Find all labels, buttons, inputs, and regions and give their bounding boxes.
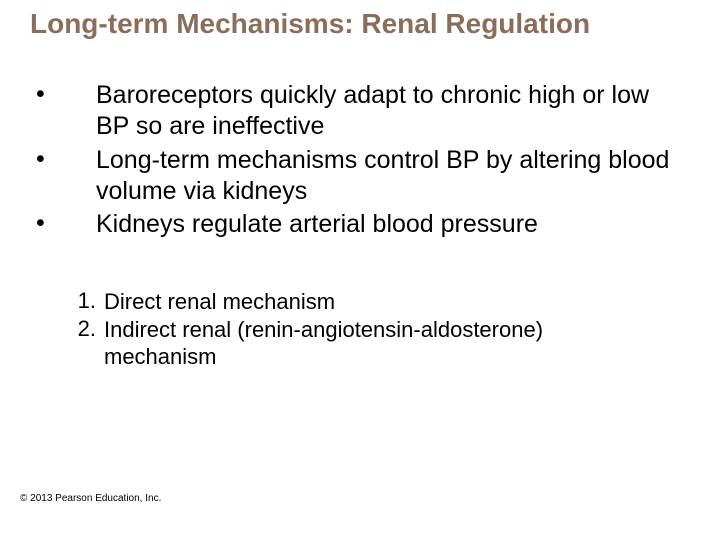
- bullet-list: • Baroreceptors quickly adapt to chronic…: [36, 80, 680, 242]
- bullet-marker: •: [36, 80, 96, 143]
- numbered-marker: 2.: [60, 316, 104, 371]
- bullet-marker: •: [36, 145, 96, 208]
- copyright-text: © 2013 Pearson Education, Inc.: [20, 493, 161, 504]
- bullet-text: Baroreceptors quickly adapt to chronic h…: [96, 80, 680, 143]
- slide-title: Long-term Mechanisms: Renal Regulation: [30, 8, 700, 40]
- bullet-text: Kidneys regulate arterial blood pressure: [96, 209, 680, 240]
- numbered-item: 1. Direct renal mechanism: [60, 288, 660, 316]
- numbered-text: Direct renal mechanism: [104, 288, 660, 316]
- bullet-marker: •: [36, 209, 96, 240]
- bullet-item: • Long-term mechanisms control BP by alt…: [36, 145, 680, 208]
- slide: Long-term Mechanisms: Renal Regulation •…: [0, 0, 720, 540]
- bullet-text: Long-term mechanisms control BP by alter…: [96, 145, 680, 208]
- bullet-item: • Kidneys regulate arterial blood pressu…: [36, 209, 680, 240]
- bullet-item: • Baroreceptors quickly adapt to chronic…: [36, 80, 680, 143]
- numbered-list: 1. Direct renal mechanism 2. Indirect re…: [60, 288, 660, 371]
- numbered-marker: 1.: [60, 288, 104, 316]
- numbered-item: 2. Indirect renal (renin-angiotensin-ald…: [60, 316, 660, 371]
- numbered-text: Indirect renal (renin-angiotensin-aldost…: [104, 316, 660, 371]
